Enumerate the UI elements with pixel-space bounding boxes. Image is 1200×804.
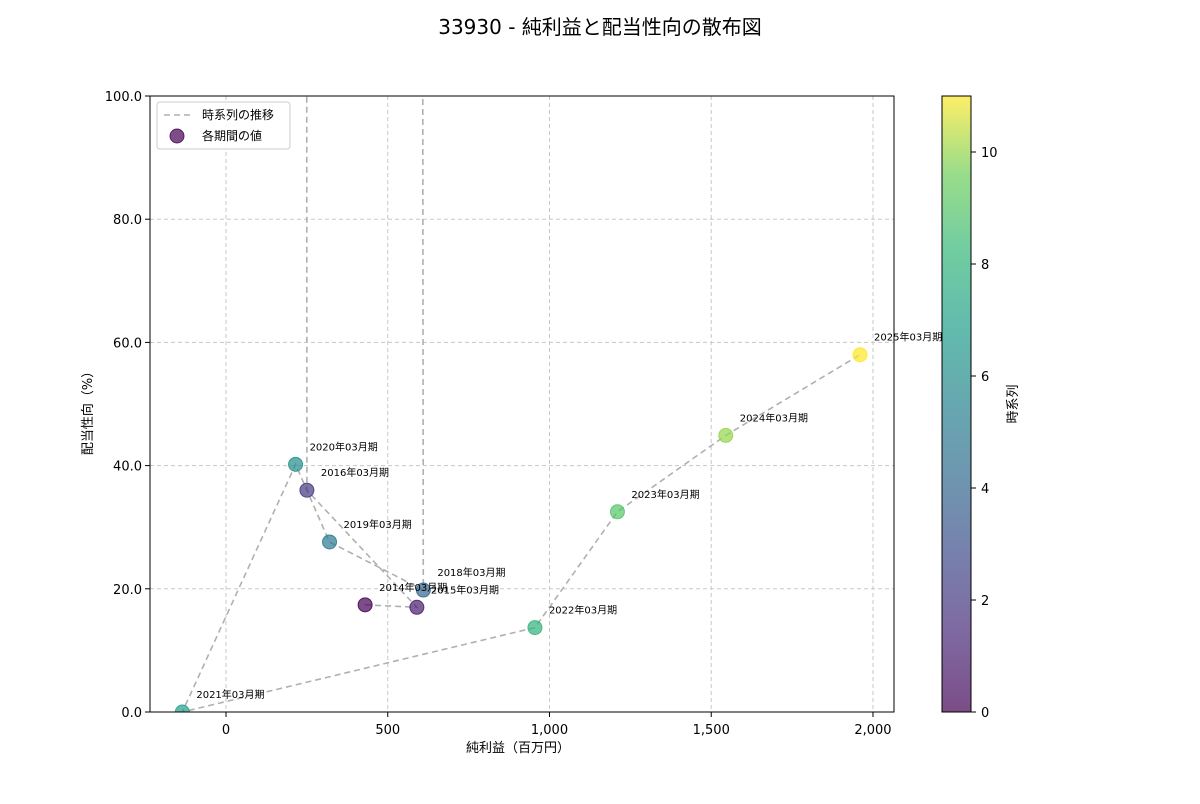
y-tick-label: 40.0 (113, 460, 142, 475)
legend: 時系列の推移 各期間の値 (156, 101, 291, 150)
chart-title: 33930 - 純利益と配当性向の散布図 (438, 15, 762, 39)
colorbar-tick-label: 6 (981, 370, 989, 385)
colorbar-tick-label: 10 (981, 146, 998, 161)
x-tick-label: 2,000 (854, 723, 891, 738)
colorbar-tick-label: 0 (981, 706, 989, 721)
legend-label-points: 各期間の値 (202, 128, 262, 143)
colorbar-gradient (941, 95, 972, 713)
point-annotation: 2024年03月期 (740, 411, 808, 424)
data-point (409, 599, 425, 615)
data-point (718, 427, 734, 443)
y-tick-label: 60.0 (113, 336, 142, 351)
data-point (357, 597, 373, 613)
points-layer (174, 347, 868, 712)
plot-frame (149, 95, 895, 713)
x-axis-label: 純利益（百万円） (466, 741, 570, 756)
point-annotation: 2023年03月期 (631, 488, 699, 501)
point-annotation: 2014年03月期 (379, 581, 447, 594)
data-point (415, 582, 431, 598)
y-tick-label: 20.0 (113, 583, 142, 598)
colorbar-tick-label: 4 (981, 482, 989, 497)
data-point (527, 620, 543, 636)
x-tick-label: 1,000 (531, 723, 568, 738)
y-tick-label: 80.0 (113, 213, 142, 228)
data-point (322, 534, 338, 550)
y-tick-label: 0.0 (121, 706, 142, 721)
point-annotation: 2016年03月期 (321, 466, 389, 479)
colorbar-ticks: 0 2 4 6 8 10 (971, 146, 998, 721)
colorbar: 0 2 4 6 8 10 時系列 (941, 95, 1021, 721)
point-annotation: 2021年03月期 (196, 688, 264, 701)
point-annotation: 2022年03月期 (549, 604, 617, 617)
data-point (852, 347, 868, 363)
colorbar-tick-label: 2 (981, 594, 989, 609)
y-tick-label: 100.0 (105, 90, 142, 105)
x-axis: 0 500 1,000 1,500 2,000 (222, 712, 892, 738)
annotation-layer: 2014年03月期2015年03月期2016年03月期2017年03月期2018… (196, 331, 942, 701)
y-axis-label: 配当性向（%） (80, 365, 96, 455)
data-point (288, 456, 304, 472)
y-axis: 0.0 20.0 40.0 60.0 80.0 100.0 (105, 90, 150, 721)
colorbar-label: 時系列 (1006, 384, 1021, 423)
legend-label-trend: 時系列の推移 (202, 108, 274, 122)
legend-box (156, 101, 291, 150)
legend-marker-swatch (169, 128, 185, 144)
point-annotation: 2025年03月期 (874, 331, 942, 344)
point-annotation: 2018年03月期 (437, 566, 505, 579)
point-annotation: 2019年03月期 (344, 518, 412, 531)
colorbar-tick-label: 8 (981, 258, 989, 273)
x-tick-label: 500 (375, 723, 400, 738)
data-point (609, 504, 625, 520)
x-tick-label: 1,500 (693, 723, 730, 738)
x-tick-label: 0 (222, 723, 230, 738)
data-point (174, 704, 190, 712)
point-annotation: 2015年03月期 (431, 583, 499, 596)
data-point (299, 482, 315, 498)
point-annotation: 2020年03月期 (310, 440, 378, 453)
grid (150, 95, 894, 713)
